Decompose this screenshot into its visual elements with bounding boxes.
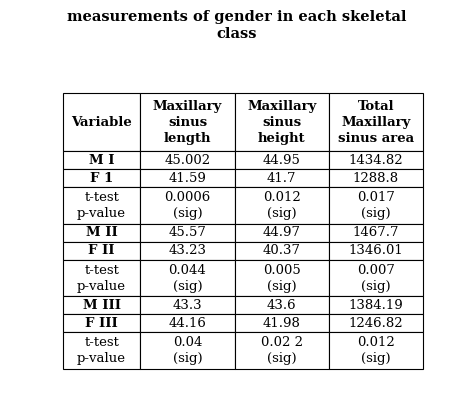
Bar [329,314,423,332]
Text: F III: F III [85,317,118,330]
Text: t-test
p-value: t-test p-value [77,263,126,292]
Text: 0.017
(sig): 0.017 (sig) [357,191,395,220]
Text: 1346.01: 1346.01 [348,244,403,258]
Text: 1434.82: 1434.82 [349,154,403,167]
Bar [140,332,235,369]
Text: t-test
p-value: t-test p-value [77,191,126,220]
Bar [63,260,140,296]
Bar [235,332,329,369]
Text: 41.59: 41.59 [169,172,206,185]
Text: 1246.82: 1246.82 [349,317,403,330]
Bar [329,332,423,369]
Text: Variable: Variable [71,116,132,129]
Bar [235,296,329,314]
Text: 43.23: 43.23 [168,244,207,258]
Bar [63,242,140,260]
Bar [63,224,140,242]
Text: Total
Maxillary
sinus area: Total Maxillary sinus area [338,100,414,145]
Text: 0.012
(sig): 0.012 (sig) [263,191,301,220]
Text: 45.002: 45.002 [164,154,210,167]
Text: 0.012
(sig): 0.012 (sig) [357,336,395,365]
Bar [63,169,140,187]
Text: measurements of gender in each skeletal
class: measurements of gender in each skeletal … [67,10,407,41]
Text: t-test
p-value: t-test p-value [77,336,126,365]
Text: F 1: F 1 [90,172,113,185]
Text: 44.97: 44.97 [263,226,301,239]
Text: M III: M III [82,299,120,312]
Bar [235,260,329,296]
Bar [329,242,423,260]
Bar [140,224,235,242]
Text: 0.04
(sig): 0.04 (sig) [173,336,202,365]
Bar [329,93,423,151]
Text: 0.044
(sig): 0.044 (sig) [169,263,206,292]
Bar [63,151,140,169]
Text: 44.95: 44.95 [263,154,301,167]
Text: 0.0006
(sig): 0.0006 (sig) [164,191,210,220]
Text: 45.57: 45.57 [169,226,206,239]
Bar [329,296,423,314]
Text: F II: F II [88,244,115,258]
Bar [329,187,423,224]
Bar [235,314,329,332]
Bar [329,260,423,296]
Bar [140,314,235,332]
Bar [235,242,329,260]
Text: Maxillary
sinus
height: Maxillary sinus height [247,100,317,145]
Bar [235,224,329,242]
Bar [140,187,235,224]
Bar [140,169,235,187]
Text: 1467.7: 1467.7 [353,226,399,239]
Bar [235,169,329,187]
Text: 0.02 2
(sig): 0.02 2 (sig) [261,336,303,365]
Text: 41.7: 41.7 [267,172,297,185]
Bar [235,187,329,224]
Text: 44.16: 44.16 [169,317,206,330]
Bar [235,93,329,151]
Bar [140,260,235,296]
Text: M II: M II [86,226,118,239]
Text: 1288.8: 1288.8 [353,172,399,185]
Text: 0.005
(sig): 0.005 (sig) [263,263,301,292]
Bar [63,296,140,314]
Bar [63,187,140,224]
Bar [63,314,140,332]
Text: Maxillary
sinus
length: Maxillary sinus length [153,100,222,145]
Bar [63,93,140,151]
Bar [140,151,235,169]
Text: 41.98: 41.98 [263,317,301,330]
Text: 43.6: 43.6 [267,299,297,312]
Bar [329,169,423,187]
Bar [140,93,235,151]
Bar [329,224,423,242]
Text: 0.007
(sig): 0.007 (sig) [357,263,395,292]
Text: 43.3: 43.3 [173,299,202,312]
Text: 40.37: 40.37 [263,244,301,258]
Bar [140,242,235,260]
Bar [235,151,329,169]
Bar [329,151,423,169]
Bar [63,332,140,369]
Text: 1384.19: 1384.19 [348,299,403,312]
Text: M I: M I [89,154,114,167]
Bar [140,296,235,314]
